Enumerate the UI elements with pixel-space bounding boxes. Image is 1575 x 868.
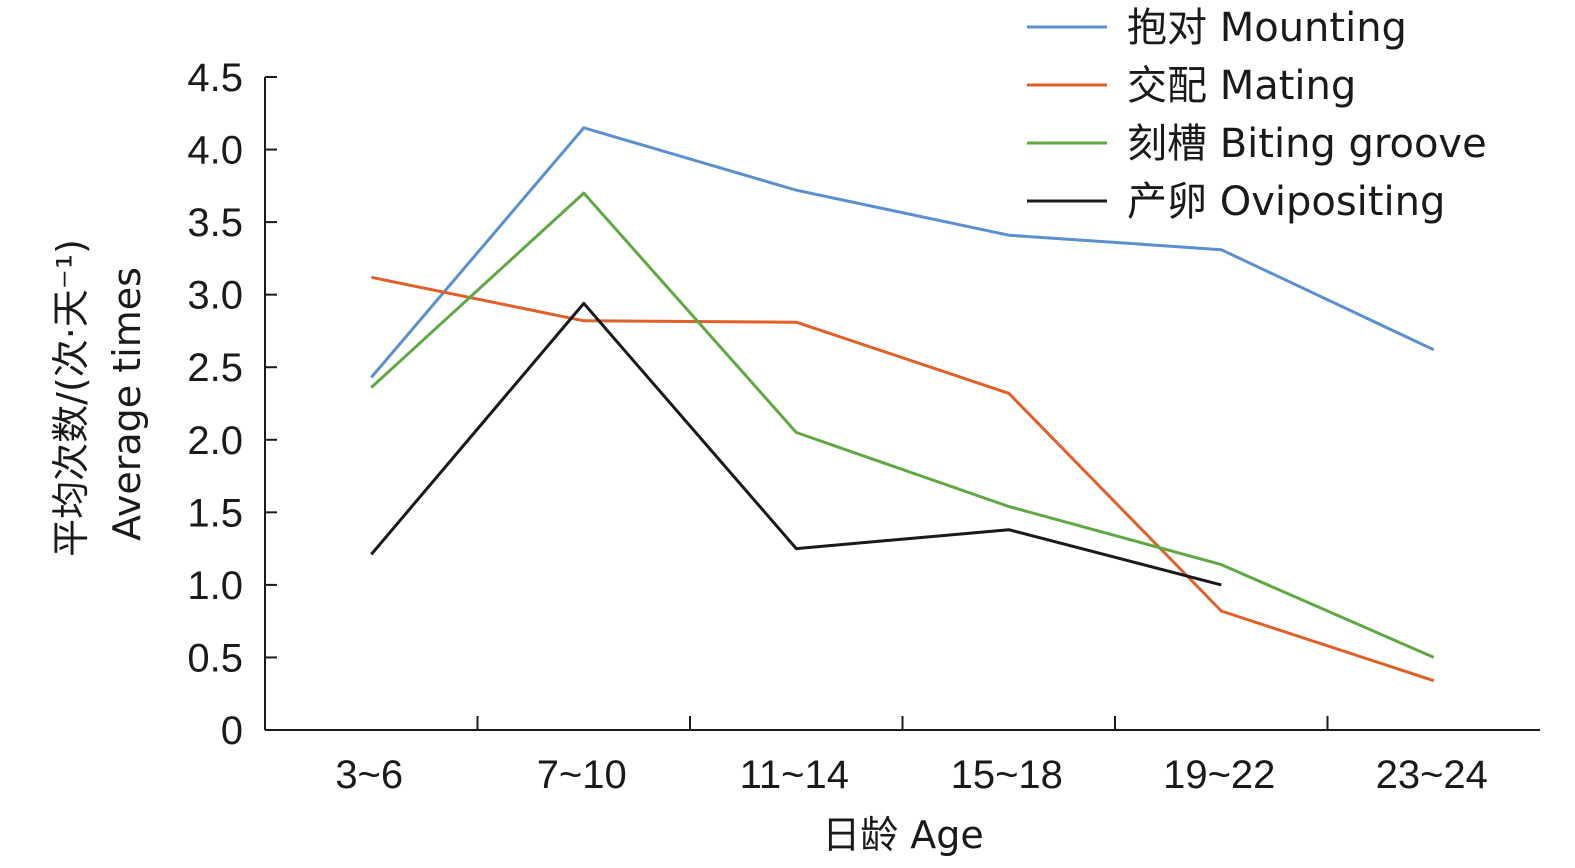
y-tick-label: 3.5 [187,201,243,245]
x-tick-label: 7~10 [537,753,627,797]
series-group [370,126,1435,683]
x-axis: 3~6 7~10 11~14 15~18 19~22 23~24 [265,716,1540,797]
y-tick-label: 1.0 [187,564,243,608]
legend-label: 抱对 Mounting [1127,5,1407,51]
y-axis-title-line1: 平均次数/(次·天⁻¹) [49,239,93,557]
series-line-3 [370,301,1222,587]
legend-label: 交配 Mating [1127,63,1356,109]
x-tick-label: 19~22 [1163,753,1275,797]
x-tick-label: 3~6 [335,753,403,797]
x-tick-label: 11~14 [740,753,849,797]
y-tick-label: 4.5 [187,56,243,100]
y-tick-label: 4.0 [187,129,243,173]
series-line-0 [370,126,1435,379]
y-axis-title: 平均次数/(次·天⁻¹) Average times [49,239,149,557]
y-axis-title-line2: Average times [105,267,149,541]
y-tick-label: 3.0 [187,274,243,318]
x-tick-label: 23~24 [1376,753,1488,797]
y-tick-label: 1.5 [187,491,243,535]
x-axis-title: 日龄 Age [822,813,984,857]
y-tick-label: 2.5 [187,346,243,390]
legend-label: 产卵 Ovipositing [1127,179,1445,225]
y-axis: 0 0.5 1.0 1.5 2.0 2.5 3.0 3.5 4.0 4.5 [187,56,277,753]
x-tick-label: 15~18 [951,753,1063,797]
legend: 抱对 Mounting 交配 Mating 刻槽 Biting groove 产卵 O… [1027,5,1487,225]
series-line-2 [370,191,1435,659]
y-tick-label: 0 [221,709,243,753]
series-line-1 [370,275,1435,683]
legend-label: 刻槽 Biting groove [1127,121,1487,167]
y-tick-label: 0.5 [187,636,243,680]
y-tick-label: 2.0 [187,419,243,463]
